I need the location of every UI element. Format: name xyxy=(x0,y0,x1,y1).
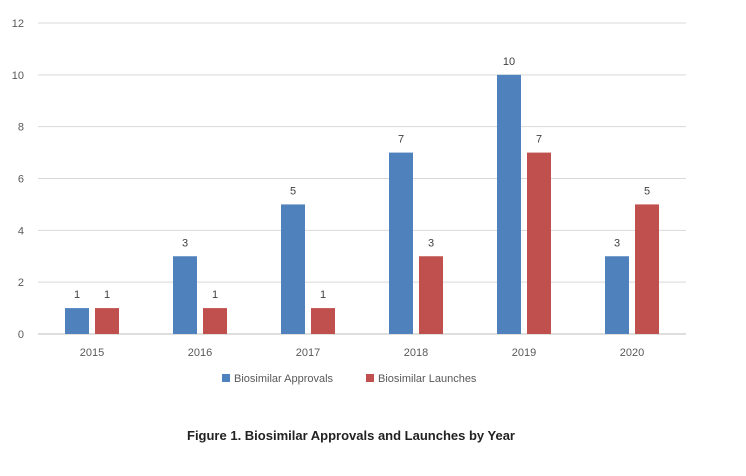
legend: Biosimilar Approvals Biosimilar Launches xyxy=(222,373,477,385)
bar-approvals-2019 xyxy=(497,74,521,334)
bar-approvals-2016 xyxy=(173,256,197,334)
legend-label: Biosimilar Approvals xyxy=(234,373,334,385)
axes: 0 2 4 6 8 10 12 2015 2016 2017 2018 2019 2020 xyxy=(12,18,686,359)
y-tick-label: 6 xyxy=(18,174,24,186)
bar-launches-2016 xyxy=(203,308,227,334)
data-label: 1 xyxy=(212,289,218,301)
bars xyxy=(65,74,659,334)
data-label: 1 xyxy=(104,289,110,301)
data-label: 7 xyxy=(398,134,404,146)
data-label: 5 xyxy=(290,185,296,197)
bar-approvals-2020 xyxy=(605,256,629,334)
x-tick-label: 2016 xyxy=(188,347,212,359)
data-label: 3 xyxy=(182,237,188,249)
x-tick-label: 2017 xyxy=(296,347,320,359)
data-label: 1 xyxy=(320,289,326,301)
legend-label: Biosimilar Launches xyxy=(378,373,477,385)
bar-launches-2015 xyxy=(95,308,119,334)
x-tick-label: 2020 xyxy=(620,347,644,359)
bar-launches-2018 xyxy=(419,256,443,334)
x-tick-label: 2019 xyxy=(512,347,536,359)
y-tick-label: 12 xyxy=(12,18,24,30)
figure-caption: Figure 1. Biosimilar Approvals and Launc… xyxy=(187,428,515,443)
bar-launches-2017 xyxy=(311,308,335,334)
data-label: 1 xyxy=(74,289,80,301)
bar-approvals-2017 xyxy=(281,204,305,334)
legend-swatch xyxy=(366,374,374,382)
x-tick-label: 2018 xyxy=(404,347,428,359)
y-tick-label: 2 xyxy=(18,277,24,289)
data-label: 5 xyxy=(644,185,650,197)
data-label: 7 xyxy=(536,134,542,146)
data-label: 3 xyxy=(614,237,620,249)
x-tick-label: 2015 xyxy=(80,347,104,359)
bar-approvals-2018 xyxy=(389,152,413,334)
legend-swatch xyxy=(222,374,230,382)
data-label: 10 xyxy=(503,56,515,68)
data-labels: 1 1 3 1 5 1 7 3 10 7 3 5 xyxy=(74,56,650,301)
bar-launches-2020 xyxy=(635,204,659,334)
gridlines xyxy=(38,22,686,283)
y-tick-label: 0 xyxy=(18,329,24,341)
bar-approvals-2015 xyxy=(65,308,89,334)
y-tick-label: 10 xyxy=(12,70,24,82)
data-label: 3 xyxy=(428,237,434,249)
y-tick-label: 4 xyxy=(18,225,24,237)
y-tick-label: 8 xyxy=(18,122,24,134)
bar-launches-2019 xyxy=(527,152,551,334)
